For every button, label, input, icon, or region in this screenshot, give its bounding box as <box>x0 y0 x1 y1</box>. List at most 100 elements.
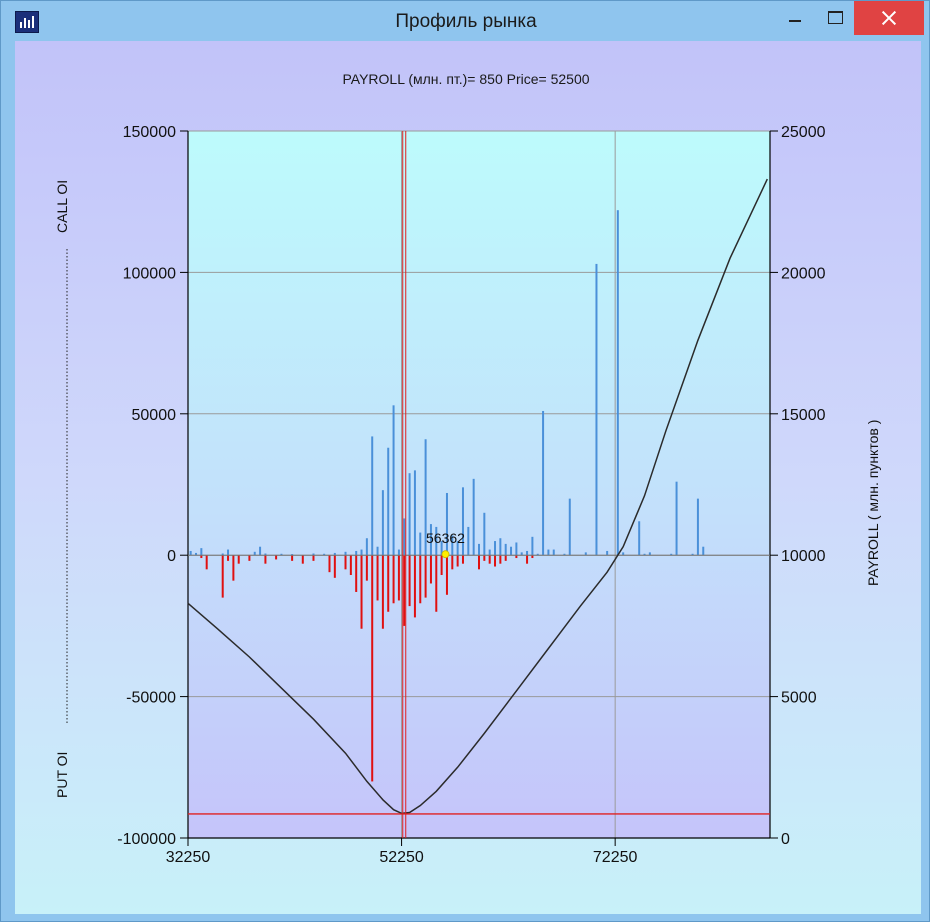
put-oi-bar <box>227 555 230 561</box>
call-oi-bar <box>451 535 454 556</box>
put-oi-bar <box>333 555 336 578</box>
put-oi-bar <box>291 555 294 561</box>
title-bar[interactable]: Профиль рынка <box>1 1 930 41</box>
put-oi-bar <box>429 555 432 584</box>
y-left-tick-label: 0 <box>167 548 176 565</box>
y-left-tick-label: 100000 <box>123 265 176 282</box>
call-oi-bar <box>595 263 598 556</box>
call-oi-bar <box>504 543 507 556</box>
put-oi-bar <box>392 555 395 604</box>
put-oi-bar <box>312 555 315 561</box>
put-oi-bar <box>413 555 416 618</box>
window-title: Профиль рынка <box>395 11 537 32</box>
put-oi-bar <box>344 555 347 570</box>
call-oi-bar <box>392 405 395 556</box>
put-oi-bar <box>504 555 507 561</box>
call-oi-bar <box>264 553 267 556</box>
call-oi-bar <box>280 553 283 556</box>
call-oi-bar <box>606 550 609 556</box>
maximize-icon <box>828 11 843 24</box>
call-oi-bar <box>408 473 411 556</box>
put-oi-bar <box>355 555 358 592</box>
put-oi-bar <box>248 555 251 561</box>
call-oi-bar <box>221 553 224 556</box>
call-oi-bar <box>616 210 619 556</box>
call-oi-bar <box>323 553 326 556</box>
put-oi-bar <box>365 555 368 581</box>
payroll-axis-label: PAYROLL ( млн. пунктов ) <box>865 420 881 586</box>
maximize-button[interactable] <box>821 1 851 37</box>
call-oi-bar <box>344 551 347 556</box>
plot-background <box>188 131 770 838</box>
y-left-tick-label: -50000 <box>126 690 176 707</box>
y-right-tick-label: 0 <box>781 831 790 848</box>
y-right-tick-label: 15000 <box>781 407 826 424</box>
y-right-tick-label: 25000 <box>781 124 826 141</box>
call-oi-bar <box>691 553 694 556</box>
chart-app-icon[interactable] <box>15 11 39 33</box>
call-oi-bar <box>467 526 470 556</box>
put-oi-bar <box>232 555 235 581</box>
y-left-tick-label: 50000 <box>132 407 177 424</box>
put-oi-bar <box>376 555 379 601</box>
put-oi-bar <box>403 555 406 626</box>
call-oi-bar <box>488 549 491 556</box>
call-oi-bar <box>387 447 390 556</box>
call-oi-bar <box>413 470 416 556</box>
put-oi-bar <box>483 555 486 561</box>
y-right-tick-label: 10000 <box>781 548 826 565</box>
payroll-curve <box>187 178 768 815</box>
call-oi-axis-label: CALL OI <box>54 180 70 233</box>
put-oi-bar <box>387 555 390 612</box>
put-oi-bar <box>461 555 464 564</box>
put-oi-bar <box>275 555 278 560</box>
put-oi-bar <box>451 555 454 570</box>
call-oi-bar <box>312 553 315 556</box>
put-oi-bar <box>526 555 529 564</box>
call-oi-bar <box>584 552 587 556</box>
call-oi-bar <box>381 490 384 556</box>
call-oi-bar <box>376 546 379 556</box>
call-oi-bar <box>355 550 358 556</box>
put-oi-bar <box>221 555 224 598</box>
call-oi-bar <box>259 546 262 556</box>
call-oi-bar <box>365 538 368 556</box>
put-oi-bar <box>408 555 411 607</box>
call-oi-bar <box>227 549 230 556</box>
call-oi-bar <box>563 553 566 556</box>
call-oi-bar <box>552 549 555 556</box>
call-oi-bar <box>397 549 400 556</box>
put-oi-bar <box>360 555 363 629</box>
call-oi-bar <box>648 552 651 556</box>
call-oi-bar <box>536 553 539 556</box>
put-oi-bar <box>456 555 459 567</box>
call-oi-bar <box>483 512 486 556</box>
call-oi-bar <box>568 498 571 556</box>
call-oi-bar <box>638 521 641 556</box>
put-oi-bar <box>301 555 304 564</box>
put-oi-bar <box>397 555 400 601</box>
put-oi-bar <box>237 555 240 564</box>
minimize-button[interactable] <box>777 1 821 37</box>
call-oi-bar <box>403 518 406 556</box>
put-oi-bar <box>478 555 480 570</box>
call-oi-bar <box>371 436 374 556</box>
chart-title: PAYROLL (млн. пт.)= 850 Price= 52500 <box>342 71 590 87</box>
call-oi-bar <box>478 543 480 556</box>
put-oi-bar <box>205 555 208 570</box>
y-right-tick-label: 5000 <box>781 690 817 707</box>
call-oi-bar <box>253 551 256 556</box>
x-tick-label: 52250 <box>379 849 424 866</box>
call-oi-bar <box>515 542 518 556</box>
x-tick-label: 72250 <box>593 849 638 866</box>
call-oi-bar <box>200 548 203 556</box>
put-oi-axis-label: PUT OI <box>54 752 70 798</box>
put-oi-bar <box>531 555 534 559</box>
call-oi-bar <box>472 478 475 556</box>
call-oi-bar <box>291 554 294 556</box>
close-button[interactable] <box>854 1 924 35</box>
put-oi-bar <box>435 555 438 612</box>
call-oi-bar <box>675 481 678 556</box>
